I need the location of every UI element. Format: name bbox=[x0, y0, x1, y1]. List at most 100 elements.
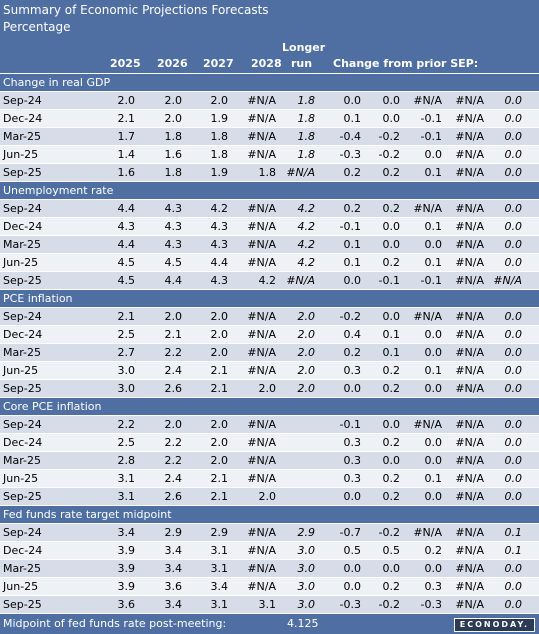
cell-c2025: 3.9 bbox=[117, 544, 136, 557]
cell-c2025: 3.4 bbox=[117, 526, 136, 539]
row-label: Sep-24 bbox=[3, 202, 42, 215]
cell-c2027: 2.1 bbox=[210, 490, 229, 503]
cell-c2028: #N/A bbox=[247, 130, 276, 143]
cell-d1: 0.3 bbox=[343, 472, 362, 485]
cell-d5: 0.0 bbox=[504, 256, 523, 269]
cell-d2: -0.2 bbox=[378, 148, 400, 161]
cell-d2: 0.0 bbox=[382, 112, 401, 125]
cell-c2025: 2.2 bbox=[117, 418, 136, 431]
cell-d5: 0.1 bbox=[504, 544, 523, 557]
cell-d1: -0.1 bbox=[339, 220, 361, 233]
table-row: Dec-24 2.1 2.0 1.9 #N/A 1.8 0.1 0.0 -0.1 #N/A 0.0 bbox=[0, 109, 539, 127]
cell-c2028: 3.1 bbox=[258, 598, 277, 611]
cell-c2028: 1.8 bbox=[258, 166, 277, 179]
cell-d2: 0.2 bbox=[382, 364, 401, 377]
cell-c2028: #N/A bbox=[247, 364, 276, 377]
cell-lr: 4.2 bbox=[297, 238, 316, 251]
cell-c2026: 3.4 bbox=[164, 544, 183, 557]
cell-d4: #N/A bbox=[455, 238, 484, 251]
table-row: Mar-25 1.7 1.8 1.8 #N/A 1.8 -0.4 -0.2 -0.1 #N/A 0.… bbox=[0, 127, 539, 145]
cell-d1: -0.3 bbox=[339, 598, 361, 611]
cell-d3: 0.3 bbox=[424, 580, 443, 593]
table-row: Mar-25 2.7 2.2 2.0 #N/A 2.0 0.2 0.1 0.0 #N/A 0.0 bbox=[0, 343, 539, 361]
cell-c2028: 2.0 bbox=[258, 382, 277, 395]
cell-d1: 0.0 bbox=[343, 94, 362, 107]
cell-c2027: 1.8 bbox=[210, 130, 229, 143]
cell-c2025: 3.1 bbox=[117, 472, 136, 485]
cell-d3: #N/A bbox=[413, 418, 442, 431]
cell-d1: 0.0 bbox=[343, 274, 362, 287]
cell-c2025: 2.7 bbox=[117, 346, 136, 359]
cell-d2: 0.0 bbox=[382, 562, 401, 575]
cell-c2027: 2.0 bbox=[210, 418, 229, 431]
cell-d2: 0.2 bbox=[382, 256, 401, 269]
cell-d5: 0.0 bbox=[504, 382, 523, 395]
cell-c2026: 2.4 bbox=[164, 364, 183, 377]
footer-value: 4.125 bbox=[287, 617, 319, 630]
cell-c2025: 1.4 bbox=[117, 148, 136, 161]
cell-c2027: 2.1 bbox=[210, 472, 229, 485]
cell-c2028: 2.0 bbox=[258, 490, 277, 503]
cell-c2025: 1.7 bbox=[117, 130, 136, 143]
cell-d1: -0.2 bbox=[339, 310, 361, 323]
cell-d4: #N/A bbox=[455, 112, 484, 125]
table-subtitle: Percentage bbox=[3, 20, 71, 34]
cell-c2026: 2.2 bbox=[164, 436, 183, 449]
cell-c2025: 2.0 bbox=[117, 94, 136, 107]
cell-d4: #N/A bbox=[455, 382, 484, 395]
table-row: Jun-25 3.9 3.6 3.4 #N/A 3.0 0.0 0.2 0.3 #N/A 0.0 bbox=[0, 577, 539, 595]
table-row: Sep-25 3.6 3.4 3.1 3.1 3.0 -0.3 -0.2 -0.3 #N/A 0.0 bbox=[0, 595, 539, 613]
cell-lr: 1.8 bbox=[297, 130, 316, 143]
cell-d4: #N/A bbox=[455, 472, 484, 485]
cell-c2027: 2.0 bbox=[210, 454, 229, 467]
cell-d4: #N/A bbox=[455, 454, 484, 467]
cell-lr: #N/A bbox=[286, 274, 315, 287]
cell-c2027: 4.4 bbox=[210, 256, 229, 269]
cell-d3: 0.1 bbox=[424, 166, 443, 179]
section-header: Fed funds rate target midpoint bbox=[0, 505, 539, 523]
table-row: Jun-25 4.5 4.5 4.4 #N/A 4.2 0.1 0.2 0.1 #N/A 0.0 bbox=[0, 253, 539, 271]
table-row: Jun-25 3.0 2.4 2.1 #N/A 2.0 0.3 0.2 0.1 #N/A 0.0 bbox=[0, 361, 539, 379]
row-label: Mar-25 bbox=[3, 238, 42, 251]
cell-d3: -0.3 bbox=[420, 598, 442, 611]
row-label: Sep-25 bbox=[3, 598, 42, 611]
cell-d2: -0.1 bbox=[378, 274, 400, 287]
cell-d1: 0.0 bbox=[343, 562, 362, 575]
cell-d3: 0.2 bbox=[424, 544, 443, 557]
cell-d2: 0.2 bbox=[382, 382, 401, 395]
cell-d1: 0.1 bbox=[343, 256, 362, 269]
cell-c2027: 2.0 bbox=[210, 346, 229, 359]
cell-d5: 0.0 bbox=[504, 220, 523, 233]
cell-d5: 0.0 bbox=[504, 328, 523, 341]
cell-c2026: 1.8 bbox=[164, 166, 183, 179]
cell-d4: #N/A bbox=[455, 328, 484, 341]
row-label: Mar-25 bbox=[3, 346, 42, 359]
cell-d2: -0.2 bbox=[378, 598, 400, 611]
row-label: Jun-25 bbox=[3, 580, 39, 593]
cell-d5: 0.0 bbox=[504, 310, 523, 323]
cell-c2025: 2.1 bbox=[117, 112, 136, 125]
table-title: Summary of Economic Projections Forecast… bbox=[3, 3, 269, 17]
row-label: Jun-25 bbox=[3, 472, 39, 485]
row-label: Mar-25 bbox=[3, 562, 42, 575]
cell-d1: -0.3 bbox=[339, 148, 361, 161]
cell-d4: #N/A bbox=[455, 202, 484, 215]
cell-d3: -0.1 bbox=[420, 130, 442, 143]
cell-d5: 0.0 bbox=[504, 202, 523, 215]
cell-d3: 0.0 bbox=[424, 382, 443, 395]
row-label: Dec-24 bbox=[3, 112, 43, 125]
cell-c2026: 4.3 bbox=[164, 238, 183, 251]
row-label: Sep-24 bbox=[3, 418, 42, 431]
cell-c2028: #N/A bbox=[247, 454, 276, 467]
cell-lr: 3.0 bbox=[297, 562, 316, 575]
cell-d4: #N/A bbox=[455, 544, 484, 557]
cell-d4: #N/A bbox=[455, 94, 484, 107]
cell-c2027: 3.4 bbox=[210, 580, 229, 593]
cell-d3: 0.0 bbox=[424, 148, 443, 161]
table-row: Sep-24 4.4 4.3 4.2 #N/A 4.2 0.2 0.2 #N/A #N/A 0.0 bbox=[0, 199, 539, 217]
cell-d2: 0.0 bbox=[382, 94, 401, 107]
cell-d2: 0.2 bbox=[382, 166, 401, 179]
cell-c2025: 4.3 bbox=[117, 220, 136, 233]
cell-lr: 2.0 bbox=[297, 364, 316, 377]
cell-lr: #N/A bbox=[286, 166, 315, 179]
